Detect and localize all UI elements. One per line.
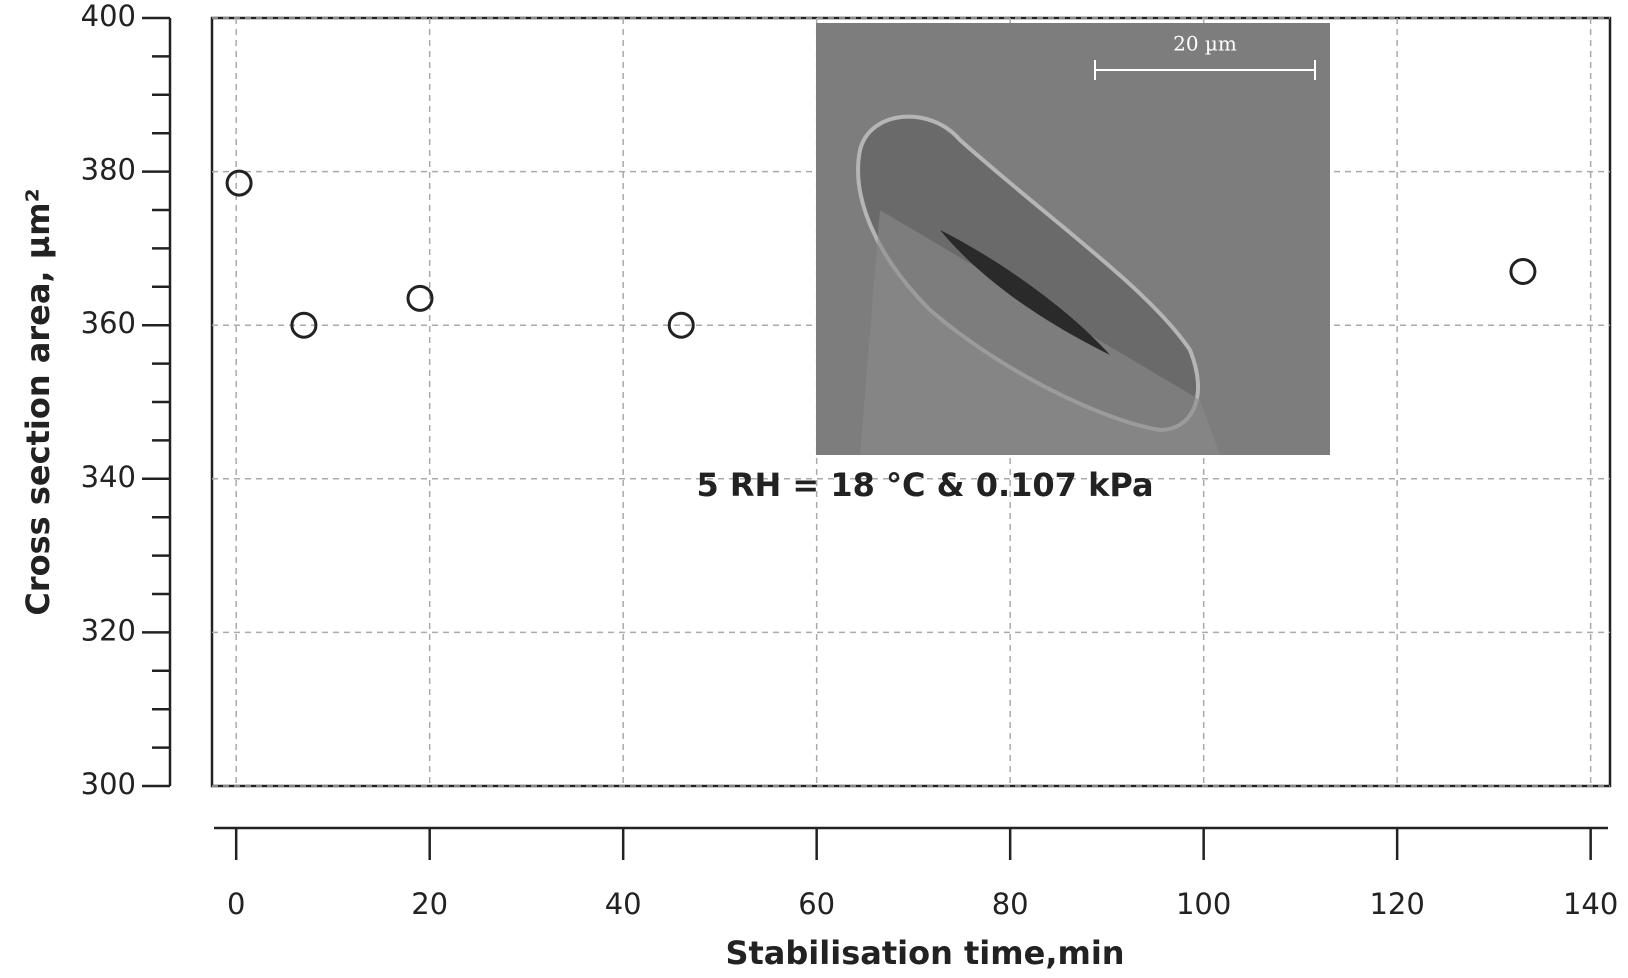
x-tick-label: 100 [1176,887,1231,921]
y-axis-title: Cross section area, µm² [19,188,57,615]
point [290,311,318,339]
x-tick-label: 40 [605,887,642,921]
inset-substrate [860,210,1220,455]
x-axis-title: Stabilisation time,min [725,934,1124,972]
x-tick-label: 20 [411,887,448,921]
x-tick-label: 80 [992,887,1029,921]
point [225,169,253,197]
y-tick-label: 300 [81,767,136,801]
y-tick-label: 320 [81,613,136,647]
x-tick-label: 0 [227,887,245,921]
scale-label: 20 µm [1173,32,1237,56]
sem-inset: 20 µm [816,23,1330,455]
x-tick-label: 60 [798,887,835,921]
point [667,311,695,339]
y-tick-label: 340 [81,460,136,494]
inset-slit [940,230,1110,355]
y-tick-label: 400 [81,0,136,33]
x-tick-label: 120 [1369,887,1424,921]
x-tick-label: 140 [1563,887,1618,921]
annotation: 5 RH = 18 °C & 0.107 kPa [696,466,1153,504]
y-tick-label: 360 [81,306,136,340]
point [406,284,434,312]
y-tick-label: 380 [81,153,136,187]
point [1509,257,1537,285]
